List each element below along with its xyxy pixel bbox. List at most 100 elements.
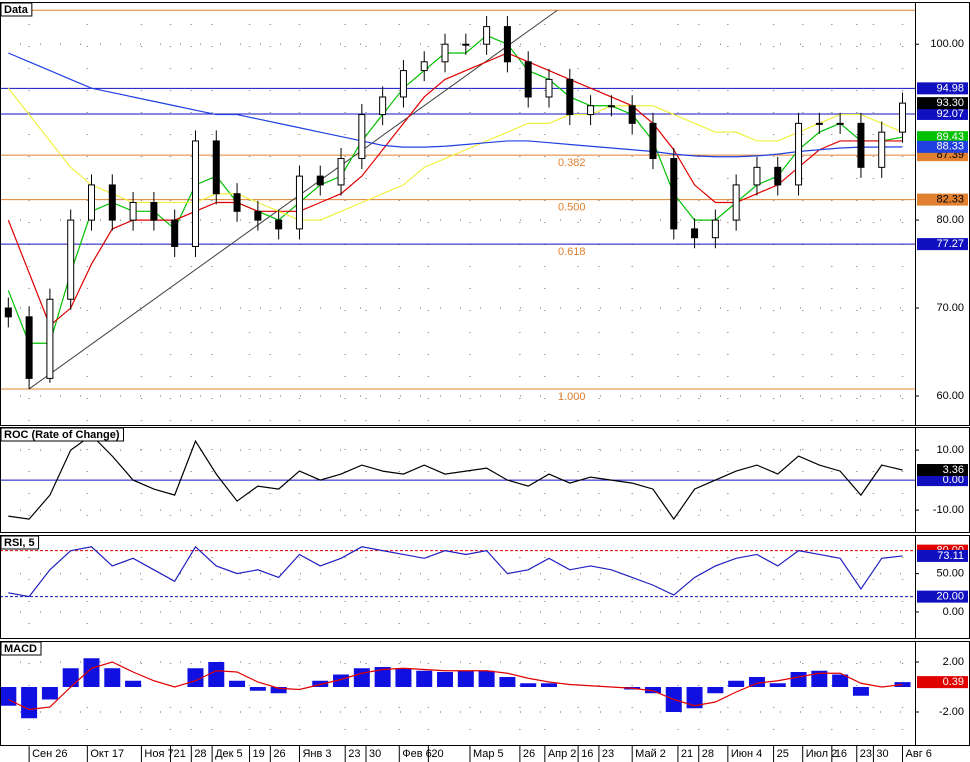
- candle-body: [545, 78, 553, 98]
- histogram-bar: [811, 670, 828, 687]
- marker-label: 0.39: [943, 676, 964, 688]
- histogram-bar: [41, 687, 58, 700]
- histogram-bar: [457, 670, 474, 687]
- candle-body: [316, 175, 324, 186]
- x-tick-label: 21: [681, 748, 693, 760]
- candle-body: [254, 210, 262, 221]
- histogram-bar: [707, 687, 724, 694]
- level-label-box: [917, 590, 968, 603]
- candle-body: [441, 43, 449, 63]
- candle-body: [649, 122, 657, 160]
- marker-label: 73.11: [937, 550, 964, 562]
- histogram-bar: [644, 687, 661, 694]
- candle-body: [587, 105, 595, 116]
- fib-ratio: 0.500: [558, 202, 586, 214]
- marker-box: [917, 549, 968, 562]
- fib-ratio: 0.382: [558, 157, 586, 169]
- candle-body: [171, 219, 179, 247]
- marker-box: [917, 140, 968, 153]
- x-tick-label: 23: [348, 748, 360, 760]
- marker-box: [917, 131, 968, 144]
- panel-title-box: [0, 427, 124, 442]
- histogram-bar: [208, 662, 225, 687]
- histogram-bar: [374, 667, 391, 687]
- candle-body: [420, 61, 428, 72]
- histogram-bar: [125, 680, 142, 687]
- y-tick-label: -10.00: [933, 504, 964, 516]
- candle-body: [732, 184, 740, 221]
- x-tick-label: 26: [523, 748, 535, 760]
- histogram-bar: [416, 670, 433, 687]
- candle-body: [711, 219, 719, 239]
- candle-body: [191, 140, 199, 247]
- histogram-bar: [728, 680, 745, 687]
- candle-body: [212, 140, 220, 195]
- candle-body: [774, 166, 782, 186]
- histogram-bar: [769, 683, 786, 687]
- candle-body: [108, 184, 116, 221]
- candle-body: [150, 202, 158, 221]
- y-tick-label: 2.00: [943, 656, 964, 668]
- x-tick-label: 19: [253, 748, 265, 760]
- histogram-bar: [748, 677, 765, 687]
- candle-body: [483, 26, 491, 45]
- x-tick-label: Окт 17: [90, 748, 124, 760]
- candle-body: [566, 78, 574, 116]
- x-tick-label: 23: [602, 748, 614, 760]
- level-label-box: [917, 82, 968, 95]
- x-tick-label: Янв 3: [302, 748, 331, 760]
- candle-body: [503, 26, 511, 63]
- marker-label: 88.33: [936, 141, 964, 153]
- fib-ratio: 0.618: [558, 246, 586, 258]
- histogram-bar: [395, 668, 412, 687]
- fib-ratio: 1.000: [558, 391, 586, 403]
- marker-box: [917, 97, 968, 110]
- candle-body: [4, 307, 12, 318]
- histogram-bar: [21, 687, 38, 719]
- x-tick-label: 21: [174, 748, 186, 760]
- marker-box: [917, 464, 968, 477]
- x-tick-label: Май 2: [635, 748, 666, 760]
- x-tick-label: 20: [431, 748, 443, 760]
- x-tick-label: Фев 6: [402, 748, 432, 760]
- histogram-bar: [312, 680, 329, 687]
- panel-title: RSI, 5: [4, 537, 35, 549]
- level-label: 20.00: [936, 591, 964, 603]
- marker-label: 89.43: [936, 131, 964, 143]
- candle-body: [88, 184, 95, 221]
- marker-label: 93.30: [936, 97, 964, 109]
- histogram-bar: [333, 674, 350, 687]
- y-tick-label: 70.00: [936, 302, 964, 314]
- x-tick-label: 28: [194, 748, 206, 760]
- level-label: 92.07: [936, 108, 964, 120]
- series-line: [8, 434, 903, 521]
- panel-plot: [0, 427, 915, 532]
- histogram-bar: [832, 674, 849, 687]
- x-tick-label: 25: [777, 748, 789, 760]
- x-tick-label: 28: [702, 748, 714, 760]
- y-tick-label: 50.00: [936, 568, 964, 580]
- candle-body: [46, 298, 54, 379]
- candle-body: [233, 193, 241, 212]
- level-label: 82.33: [936, 194, 964, 206]
- candle-body: [836, 122, 844, 125]
- level-label-box: [917, 238, 968, 251]
- panel-title-box: [0, 641, 42, 656]
- panel-plot: 0.382 0.500 0.618 1.000: [0, 2, 915, 425]
- level-label-box: [917, 474, 968, 487]
- candle-body: [358, 114, 366, 160]
- histogram-bar: [437, 672, 454, 687]
- candle-body: [857, 122, 865, 168]
- x-tick-label: 30: [369, 748, 381, 760]
- candle-body: [462, 43, 470, 46]
- x-tick-label: Сен 26: [32, 748, 67, 760]
- x-tick-label: Мар 5: [473, 748, 504, 760]
- histogram-bar: [499, 677, 516, 687]
- candle-body: [878, 131, 886, 168]
- histogram-bar: [353, 668, 370, 687]
- panel-title: MACD: [4, 643, 37, 655]
- histogram-bar: [790, 672, 807, 687]
- marker-label: 3.36: [943, 464, 964, 476]
